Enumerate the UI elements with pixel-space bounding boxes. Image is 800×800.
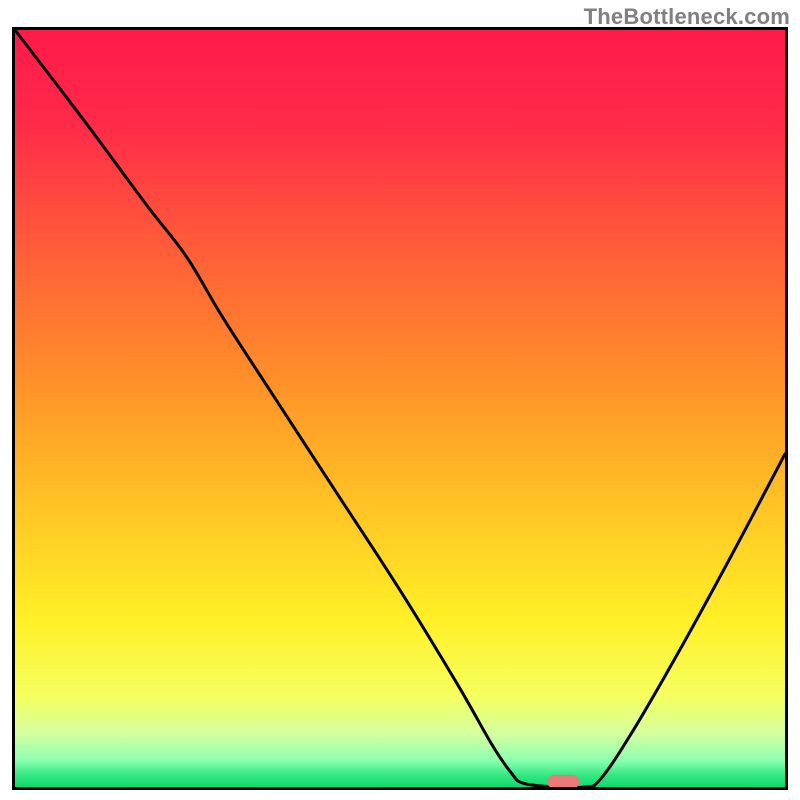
chart-svg bbox=[0, 0, 800, 800]
gradient-background bbox=[15, 30, 785, 787]
optimum-marker bbox=[547, 775, 579, 789]
watermark-text: TheBottleneck.com bbox=[584, 4, 790, 30]
bottleneck-chart: TheBottleneck.com bbox=[0, 0, 800, 800]
